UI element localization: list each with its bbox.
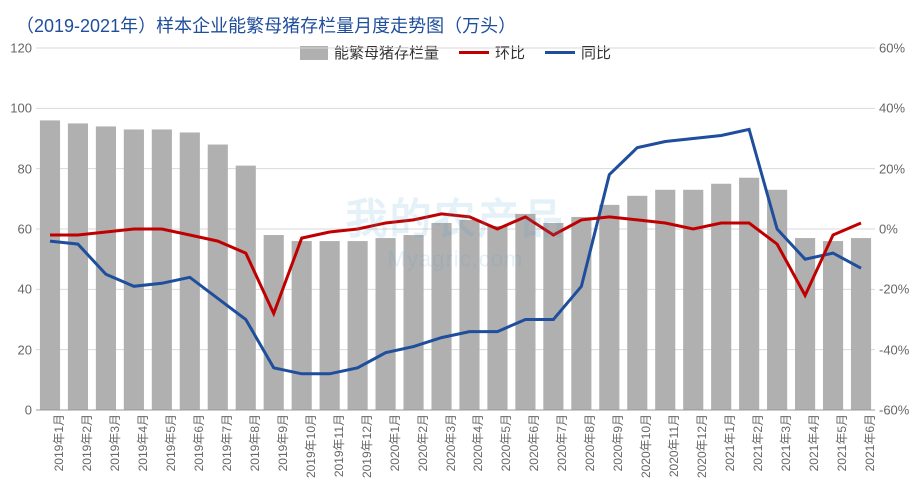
x-tick: 2020年5月	[497, 414, 514, 471]
y-left-tick: 40	[18, 282, 32, 297]
x-tick: 2020年7月	[553, 414, 570, 471]
bar	[543, 223, 563, 410]
bar	[68, 123, 88, 410]
bar	[459, 220, 479, 410]
y-right-tick: 60%	[879, 41, 905, 56]
bar	[348, 241, 368, 410]
bar	[208, 145, 228, 410]
bar	[431, 223, 451, 410]
x-tick: 2021年2月	[749, 414, 766, 471]
x-tick: 2019年3月	[106, 414, 123, 471]
chart-container: （2019-2021年）样本企业能繁母猪存栏量月度走势图（万头） 能繁母猪存栏量…	[0, 0, 911, 500]
x-tick: 2021年4月	[805, 414, 822, 471]
x-axis: 2019年1月 2019年2月 2019年3月 2019年4月 2019年5月 2019年…	[36, 414, 875, 494]
y-right-tick: 40%	[879, 101, 905, 116]
bar	[515, 214, 535, 410]
x-tick: 2019年7月	[218, 414, 235, 471]
chart-title: （2019-2021年）样本企业能繁母猪存栏量月度走势图（万头）	[10, 12, 901, 38]
x-tick: 2019年5月	[162, 414, 179, 471]
bar	[683, 190, 703, 410]
bar	[627, 196, 647, 410]
x-tick: 2019年8月	[246, 414, 263, 471]
bar	[236, 166, 256, 410]
x-tick: 2020年12月	[693, 414, 710, 478]
bar	[599, 205, 619, 410]
y-left-tick: 120	[10, 41, 32, 56]
x-tick: 2020年10月	[637, 414, 654, 478]
x-tick: 2020年9月	[609, 414, 626, 471]
bar	[403, 235, 423, 410]
bar	[795, 238, 815, 410]
x-tick: 2020年2月	[414, 414, 431, 471]
y-right-tick: -20%	[879, 282, 909, 297]
bar	[823, 241, 843, 410]
x-tick: 2021年5月	[833, 414, 850, 471]
x-tick: 2021年6月	[861, 414, 878, 471]
x-tick: 2019年9月	[274, 414, 291, 471]
x-tick: 2020年11月	[665, 414, 682, 477]
plot-svg	[36, 48, 875, 410]
y-right-tick: -60%	[879, 403, 909, 418]
y-right-tick: 20%	[879, 161, 905, 176]
y-right-tick: -40%	[879, 342, 909, 357]
y-axis-left: 020406080100120	[2, 48, 36, 410]
x-tick: 2020年3月	[442, 414, 459, 471]
bar	[767, 190, 787, 410]
plot-area: 我的农产品 Myagric.com	[36, 48, 875, 410]
bar	[124, 129, 144, 410]
bar	[292, 241, 312, 410]
x-tick: 2019年1月	[50, 414, 67, 471]
y-left-tick: 100	[10, 101, 32, 116]
bar	[739, 178, 759, 410]
x-tick: 2019年4月	[134, 414, 151, 471]
y-right-tick: 0%	[879, 222, 898, 237]
y-axis-right: -60%-40%-20%0%20%40%60%	[875, 48, 909, 410]
bar	[571, 217, 591, 410]
bar	[376, 238, 396, 410]
x-tick: 2021年3月	[777, 414, 794, 471]
x-tick: 2019年2月	[78, 414, 95, 471]
x-tick: 2021年1月	[721, 414, 738, 471]
x-tick: 2019年11月	[330, 414, 347, 477]
bar	[40, 120, 60, 410]
x-tick: 2019年12月	[358, 414, 375, 478]
y-left-tick: 60	[18, 222, 32, 237]
y-left-tick: 80	[18, 161, 32, 176]
x-tick: 2020年8月	[581, 414, 598, 471]
bar	[711, 184, 731, 410]
x-tick: 2019年6月	[190, 414, 207, 471]
y-left-tick: 20	[18, 342, 32, 357]
x-tick: 2020年1月	[386, 414, 403, 471]
x-tick: 2020年4月	[469, 414, 486, 471]
bar	[320, 241, 340, 410]
x-tick: 2019年10月	[302, 414, 319, 478]
bar	[152, 129, 172, 410]
x-tick: 2020年6月	[525, 414, 542, 471]
bar	[487, 226, 507, 410]
bar	[264, 235, 284, 410]
y-left-tick: 0	[25, 403, 32, 418]
bar	[180, 132, 200, 410]
